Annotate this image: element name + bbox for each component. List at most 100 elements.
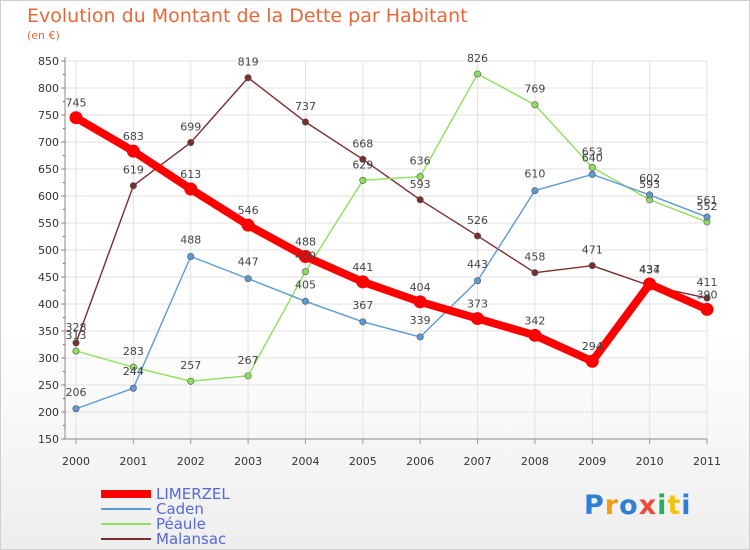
y-tick-label: 800: [38, 82, 59, 95]
data-point-caden: [244, 275, 252, 283]
proxiti-logo: Proxiti: [584, 490, 692, 521]
data-label-caden: 561: [697, 194, 718, 207]
data-point-malansac: [588, 262, 596, 270]
data-label-caden: 640: [582, 151, 603, 164]
data-point-péaule: [187, 377, 195, 385]
legend-label: Caden: [156, 500, 204, 518]
data-point-limerzel: [413, 295, 427, 309]
y-tick-label: 750: [38, 109, 59, 122]
y-tick-label: 550: [38, 217, 59, 230]
data-label-malansac: 668: [352, 137, 373, 150]
legend-swatch: [101, 538, 151, 540]
legend-swatch: [101, 508, 151, 510]
y-tick-label: 450: [38, 271, 59, 284]
data-label-caden: 602: [639, 172, 660, 185]
data-point-malansac: [416, 196, 424, 204]
data-label-malansac: 737: [295, 100, 316, 113]
y-tick-label: 250: [38, 379, 59, 392]
data-label-limerzel: 546: [238, 204, 259, 217]
data-label-péaule: 593: [639, 178, 660, 191]
data-label-malansac: 458: [524, 251, 545, 264]
data-point-caden: [531, 187, 539, 195]
data-point-malansac: [244, 74, 252, 82]
data-label-malansac: 471: [582, 244, 603, 257]
data-point-malansac: [359, 155, 367, 163]
data-label-limerzel: 404: [410, 281, 431, 294]
data-point-limerzel: [298, 249, 312, 263]
data-point-péaule: [129, 363, 137, 371]
data-point-caden: [703, 213, 711, 221]
series-line-caden: [75, 173, 708, 410]
data-label-caden: 367: [352, 299, 373, 312]
logo-letter: o: [619, 490, 639, 521]
data-label-péaule: 629: [352, 158, 373, 171]
x-tick-label: 2004: [291, 455, 319, 468]
data-label-caden: 206: [66, 386, 87, 399]
data-label-limerzel: 437: [639, 263, 660, 276]
chart-title: Evolution du Montant de la Dette par Hab…: [27, 5, 468, 27]
data-label-péaule: 267: [238, 354, 259, 367]
x-tick-label: 2006: [406, 455, 434, 468]
x-tick-label: 2001: [119, 455, 147, 468]
logo-letter: x: [638, 490, 658, 521]
series-line-péaule: [75, 73, 708, 382]
data-label-malansac: 819: [238, 56, 259, 69]
data-point-malansac: [129, 182, 137, 190]
logo-letter: P: [584, 490, 605, 521]
y-tick-label: 350: [38, 325, 59, 338]
data-point-malansac: [703, 294, 711, 302]
data-point-limerzel: [585, 354, 599, 368]
series-line-limerzel: [72, 113, 711, 366]
data-point-limerzel: [126, 144, 140, 158]
data-label-limerzel: 613: [180, 168, 201, 181]
y-tick-label: 650: [38, 163, 59, 176]
data-label-péaule: 653: [582, 145, 603, 158]
data-label-limerzel: 342: [524, 314, 545, 327]
data-label-péaule: 826: [467, 52, 488, 65]
x-tick-label: 2003: [234, 455, 262, 468]
data-point-péaule: [244, 372, 252, 380]
data-label-limerzel: 294: [582, 340, 603, 353]
logo-letter: t: [667, 490, 682, 521]
data-label-péaule: 769: [524, 83, 545, 96]
y-tick-label: 700: [38, 136, 59, 149]
data-label-malansac: 328: [66, 321, 87, 334]
data-point-malansac: [187, 139, 195, 147]
data-label-péaule: 460: [295, 250, 316, 263]
data-label-limerzel: 683: [123, 130, 144, 143]
data-point-limerzel: [356, 275, 370, 289]
data-label-péaule: 313: [66, 329, 87, 342]
data-label-péaule: 283: [123, 345, 144, 358]
data-point-malansac: [72, 339, 80, 347]
data-point-péaule: [531, 101, 539, 109]
data-label-limerzel: 745: [66, 97, 87, 110]
data-label-malansac: 699: [180, 121, 201, 134]
data-point-caden: [646, 191, 654, 199]
y-tick-label: 150: [38, 433, 59, 446]
x-tick-label: 2000: [62, 455, 90, 468]
legend-swatch: [101, 490, 151, 498]
data-label-caden: 488: [180, 233, 201, 246]
data-label-péaule: 552: [697, 200, 718, 213]
chart-unit: (en €): [27, 29, 60, 42]
data-point-caden: [416, 333, 424, 341]
data-label-limerzel: 390: [697, 288, 718, 301]
y-tick-label: 600: [38, 190, 59, 203]
data-label-malansac: 593: [410, 178, 431, 191]
data-label-caden: 443: [467, 258, 488, 271]
data-label-péaule: 257: [180, 359, 201, 372]
data-point-limerzel: [69, 111, 83, 125]
data-point-péaule: [359, 176, 367, 184]
data-point-caden: [72, 405, 80, 413]
x-tick-label: 2007: [464, 455, 492, 468]
data-label-caden: 339: [410, 314, 431, 327]
data-label-malansac: 411: [697, 276, 718, 289]
y-tick-label: 200: [38, 406, 59, 419]
data-label-malansac: 526: [467, 214, 488, 227]
data-point-limerzel: [643, 277, 657, 291]
legend-label: LIMERZEL: [156, 485, 230, 503]
data-point-malansac: [474, 232, 482, 240]
logo-letter: i: [657, 490, 668, 521]
data-point-limerzel: [528, 328, 542, 342]
